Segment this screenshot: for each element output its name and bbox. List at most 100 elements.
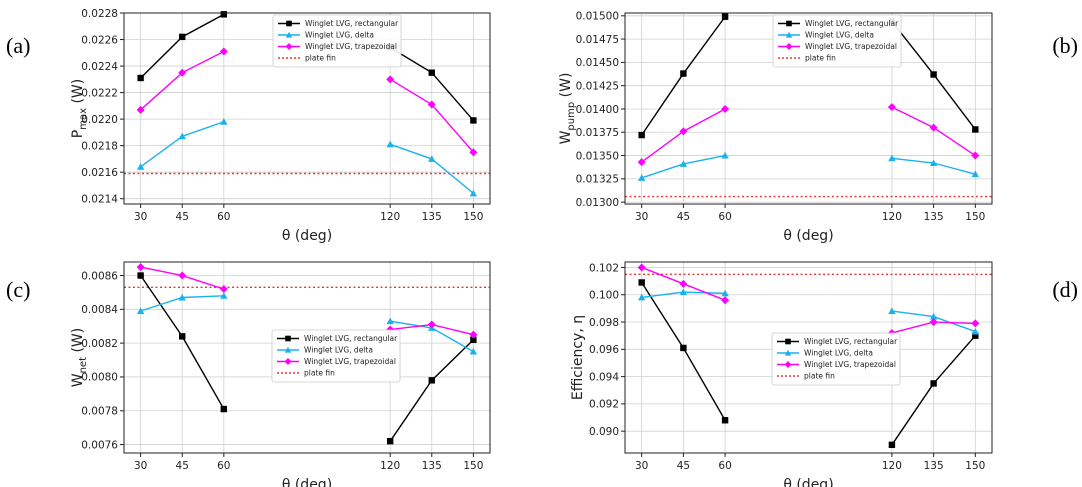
legend-entry: Winglet LVG, delta	[277, 346, 373, 355]
legend-marker	[784, 349, 792, 356]
legend-entry: Winglet LVG, trapezoidal	[278, 42, 397, 51]
x-tick-label: 150	[463, 460, 483, 472]
x-axis-label: θ (deg)	[282, 477, 332, 487]
x-tick-label: 135	[924, 460, 944, 472]
legend-marker	[284, 346, 292, 353]
data-point	[137, 74, 144, 82]
legend-label: Winglet LVG, trapezoidal	[805, 42, 897, 51]
data-point	[679, 127, 688, 136]
legend-label: plate fin	[304, 369, 335, 378]
axes-frame	[123, 12, 491, 205]
legend: Winglet LVG, rectangular Winglet LVG, del…	[772, 14, 902, 68]
y-tick-label: 0.01475	[576, 34, 619, 46]
data-point	[637, 263, 646, 272]
grid	[124, 262, 490, 453]
series-triangle	[136, 118, 478, 197]
data-point	[929, 159, 938, 166]
x-tick-label: 45	[176, 211, 189, 223]
legend-entry: Winglet LVG, delta	[778, 31, 874, 40]
legend-marker	[785, 338, 791, 345]
y-tick-label: 0.0226	[81, 34, 118, 46]
x-tick-label: 135	[422, 211, 442, 223]
legend-marker	[285, 335, 291, 342]
y-tick-label: 0.0084	[81, 304, 118, 316]
data-point	[679, 288, 688, 295]
y-tick-label: 0.0214	[81, 193, 118, 205]
x-tick-label: 150	[965, 460, 985, 472]
x-tick-label: 150	[463, 211, 483, 223]
series-triangle	[638, 151, 979, 181]
data-point	[930, 71, 937, 78]
data-point	[971, 151, 980, 160]
data-point	[470, 336, 477, 343]
panel-a: (a) 30 45 60 120 135 150 0.0214 0.0216 0.0218 0.02…	[6, 8, 491, 244]
legend-label: plate fin	[805, 54, 836, 63]
data-point	[137, 272, 144, 279]
data-point	[972, 332, 979, 339]
y-tick-label: 0.090	[589, 426, 619, 438]
data-point	[888, 307, 896, 315]
data-point	[469, 148, 478, 157]
legend-entry: Winglet LVG, trapezoidal	[777, 360, 896, 369]
data-point	[972, 126, 979, 133]
axes-frame	[123, 261, 491, 454]
y-tick-label: 0.102	[589, 262, 619, 274]
data-point	[470, 117, 477, 124]
data-point	[179, 33, 186, 41]
legend: Winglet LVG, rectangular Winglet LVG, del…	[272, 14, 402, 68]
legend-entry: Winglet LVG, trapezoidal	[778, 42, 897, 51]
legend-marker	[286, 20, 292, 27]
y-tick-label: 0.01375	[576, 127, 619, 139]
x-axis-label: θ (deg)	[783, 477, 833, 487]
x-tick-label: 45	[176, 460, 189, 472]
legend-label: Winglet LVG, trapezoidal	[305, 42, 397, 51]
data-point	[386, 75, 395, 84]
y-tick-label: 0.0228	[81, 8, 118, 20]
y-tick-label: 0.094	[589, 371, 619, 383]
data-point	[637, 158, 646, 167]
y-axis-label: Pmax (W)	[70, 79, 89, 138]
legend-entry: plate fin	[277, 369, 335, 378]
x-axis-label: θ (deg)	[282, 228, 332, 244]
data-point	[721, 296, 730, 305]
y-tick-label: 0.01325	[576, 174, 619, 186]
legend: Winglet LVG, rectangular Winglet LVG, del…	[771, 332, 901, 386]
data-point	[929, 312, 938, 320]
data-point	[428, 69, 435, 76]
data-point	[679, 279, 688, 288]
series-triangle	[136, 292, 478, 355]
y-tick-label: 0.0220	[81, 114, 118, 126]
legend-entry: Winglet LVG, rectangular	[277, 334, 398, 343]
legend-label: Winglet LVG, rectangular	[804, 337, 898, 346]
data-point	[428, 377, 435, 384]
data-point	[930, 380, 937, 387]
legend-entry: Winglet LVG, trapezoidal	[277, 357, 396, 366]
y-tick-label: 0.0086	[81, 270, 118, 282]
legend-label: Winglet LVG, rectangular	[304, 334, 398, 343]
legend-marker	[786, 20, 792, 27]
legend-entry: Winglet LVG, delta	[777, 349, 873, 358]
x-tick-label: 30	[635, 460, 648, 472]
legend-entry: Winglet LVG, rectangular	[777, 337, 898, 346]
data-point	[721, 104, 730, 113]
x-tick-label: 30	[134, 211, 147, 223]
y-tick-label: 0.01350	[576, 150, 619, 162]
data-point	[929, 318, 938, 327]
y-tick-label: 0.01500	[576, 11, 619, 23]
data-point	[220, 118, 228, 125]
x-tick-label: 60	[217, 211, 230, 223]
legend-box	[771, 332, 901, 386]
y-tick-label: 0.01425	[576, 80, 619, 92]
y-tick-label: 0.100	[589, 290, 619, 302]
data-point	[136, 163, 145, 170]
y-tick-label: 0.0082	[81, 338, 118, 350]
data-point	[971, 170, 979, 178]
legend-label: plate fin	[804, 372, 835, 381]
legend-marker	[284, 358, 292, 365]
legend-entry: plate fin	[778, 54, 836, 63]
data-point	[386, 317, 394, 325]
panel-label: (b)	[1052, 33, 1078, 58]
x-tick-label: 60	[718, 211, 731, 223]
data-point	[427, 100, 436, 109]
data-point	[219, 285, 228, 294]
